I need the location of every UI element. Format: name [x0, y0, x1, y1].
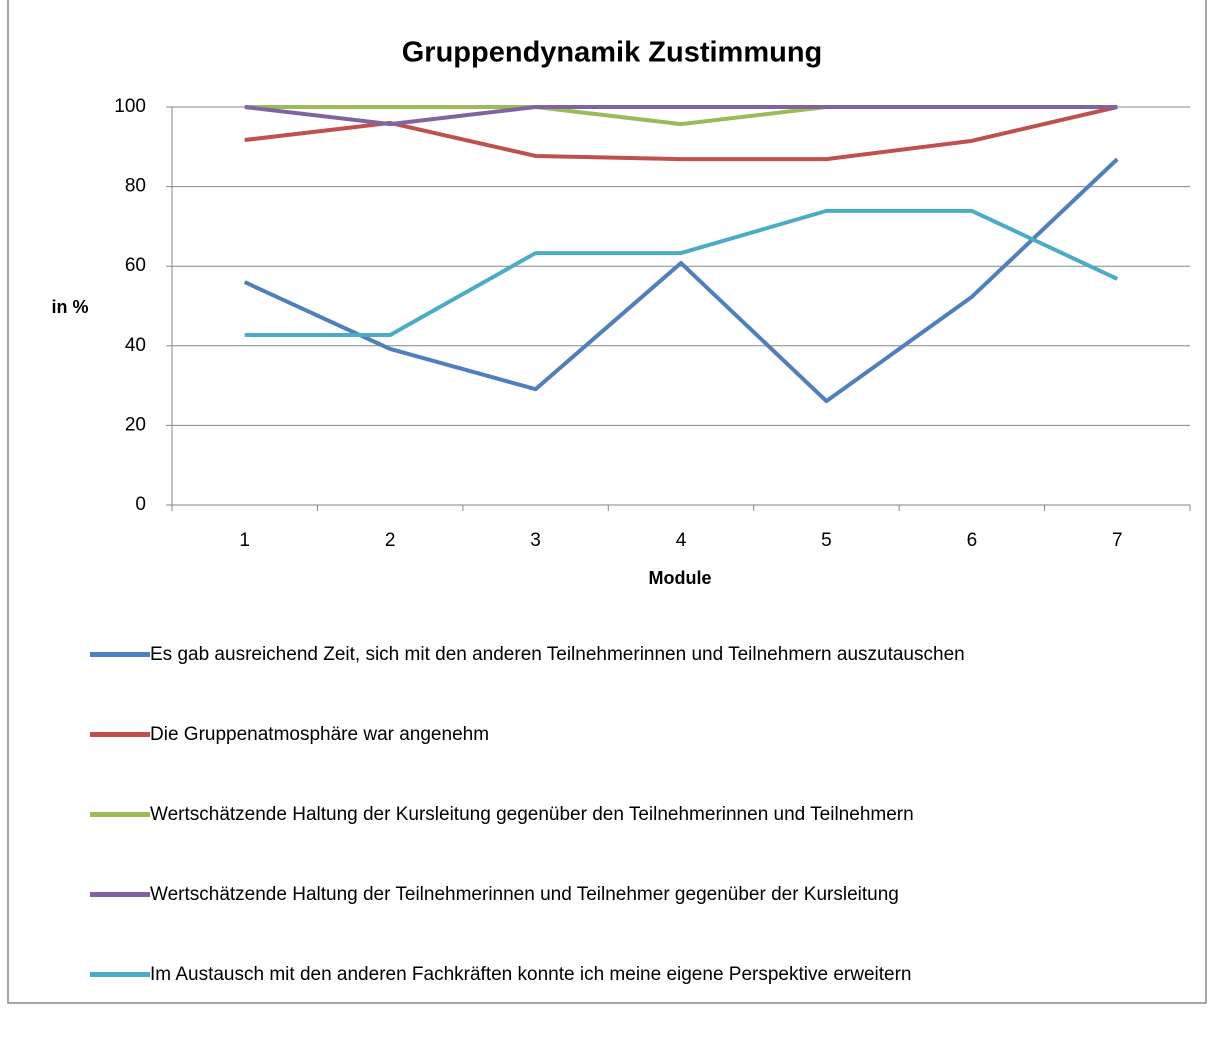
y-tick-label: 40 — [125, 335, 146, 356]
legend-label: Wertschätzende Haltung der Teilnehmerinn… — [150, 884, 899, 905]
y-tick-label: 80 — [125, 176, 146, 197]
y-axis-label: in % — [51, 297, 88, 317]
x-tick-label: 6 — [967, 530, 978, 551]
x-tick-label: 4 — [676, 530, 687, 551]
chart: Gruppendynamik Zustimmung in % Module 0 2… — [7, 0, 1207, 1004]
x-tick-label: 1 — [239, 530, 250, 551]
legend-entry: Die Gruppenatmosphäre war angenehm — [90, 720, 1190, 800]
legend-label: Wertschätzende Haltung der Kursleitung g… — [150, 804, 914, 825]
legend-entry: Es gab ausreichend Zeit, sich mit den an… — [90, 640, 1190, 720]
legend-swatch — [90, 732, 150, 737]
x-tick-label: 5 — [821, 530, 832, 551]
legend-label: Es gab ausreichend Zeit, sich mit den an… — [150, 644, 965, 665]
series-line — [244, 105, 1118, 127]
legend-entry: Im Austausch mit den anderen Fachkräften… — [90, 960, 1190, 1040]
legend: Es gab ausreichend Zeit, sich mit den an… — [90, 640, 1190, 1040]
chart-frame — [7, 0, 1207, 1004]
legend-label: Die Gruppenatmosphäre war angenehm — [150, 724, 490, 745]
x-tick-label: 7 — [1112, 530, 1123, 551]
y-tick-label: 100 — [114, 96, 146, 117]
series-line — [244, 105, 1118, 162]
y-tick-label: 20 — [125, 414, 146, 435]
x-axis-label: Module — [649, 568, 712, 588]
legend-entry: Wertschätzende Haltung der Kursleitung g… — [90, 800, 1190, 880]
legend-swatch — [90, 892, 150, 897]
series-line — [243, 157, 1119, 404]
chart-title: Gruppendynamik Zustimmung — [402, 37, 823, 69]
legend-swatch — [90, 812, 150, 817]
series-line — [244, 208, 1119, 338]
legend-swatch — [90, 972, 150, 977]
y-tick-label: 60 — [125, 255, 146, 276]
legend-swatch — [90, 652, 150, 657]
legend-entry: Wertschätzende Haltung der Teilnehmerinn… — [90, 880, 1190, 960]
legend-label: Im Austausch mit den anderen Fachkräften… — [150, 964, 912, 985]
y-tick-label: 0 — [135, 494, 146, 515]
x-tick-label: 2 — [385, 530, 396, 551]
x-tick-label: 3 — [530, 530, 541, 551]
chart-container: Gruppendynamik Zustimmung in % Module 0 2… — [7, 0, 1207, 1004]
